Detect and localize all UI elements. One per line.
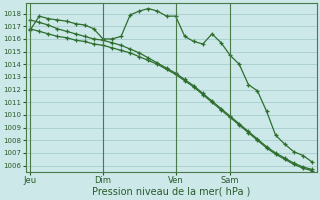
X-axis label: Pression niveau de la mer( hPa ): Pression niveau de la mer( hPa ) xyxy=(92,187,250,197)
